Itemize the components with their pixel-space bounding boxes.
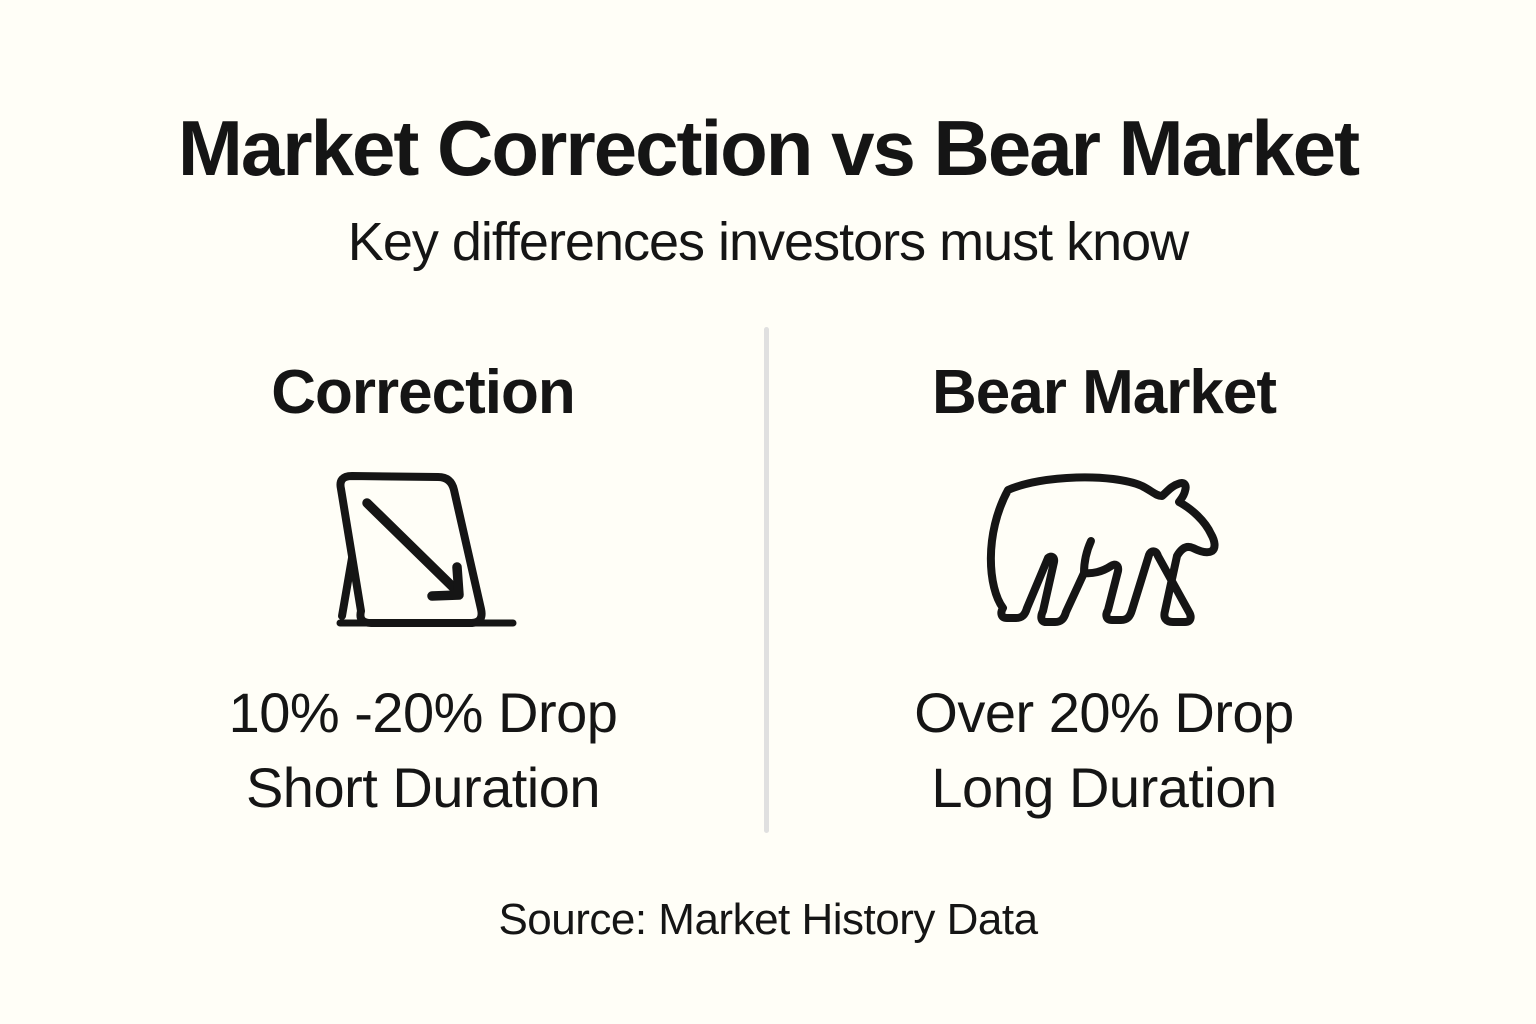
declining-chart-icon: [326, 463, 526, 631]
bear-stat-duration: Long Duration: [931, 756, 1277, 819]
bear-market-heading: Bear Market: [932, 358, 1277, 427]
bear-icon: [970, 470, 1230, 640]
column-divider: [764, 327, 769, 833]
page-subtitle: Key differences investors must know: [347, 212, 1189, 272]
bear-stat-drop: Over 20% Drop: [914, 681, 1294, 744]
correction-heading: Correction: [271, 358, 575, 427]
source-text: Source: Market History Data: [498, 895, 1038, 944]
correction-stat-duration: Short Duration: [245, 756, 601, 819]
correction-stat-drop: 10% -20% Drop: [228, 681, 618, 744]
page-title: Market Correction vs Bear Market: [177, 104, 1360, 192]
